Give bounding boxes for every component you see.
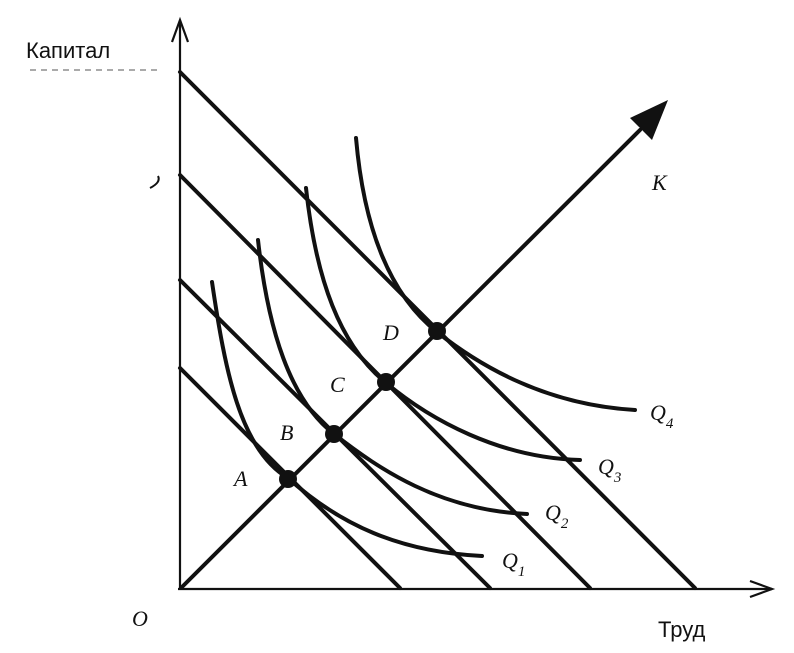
point-c-label: C <box>330 372 345 397</box>
expansion-path-label: K <box>651 170 668 195</box>
origin-label: O <box>132 606 148 631</box>
point-d-label: D <box>382 320 399 345</box>
scan-mark <box>149 175 160 189</box>
x-axis-arrow <box>749 579 776 599</box>
isoquant-label-q1: Q1 <box>502 548 525 580</box>
y-axis-arrow <box>170 16 190 43</box>
point-a-label: A <box>232 466 248 491</box>
point-d-dot <box>428 322 446 340</box>
expansion-path-line <box>180 128 642 589</box>
y-axis-label: Капитал <box>26 38 110 63</box>
isoquant-label-q4: Q4 <box>650 400 674 432</box>
isoquant-label-q3: Q3 <box>598 454 621 486</box>
point-c-dot <box>377 373 395 391</box>
isoquant-label-q2: Q2 <box>545 500 569 532</box>
point-b-label: B <box>280 420 293 445</box>
expansion-path-arrowhead <box>630 100 668 140</box>
point-b-dot <box>325 425 343 443</box>
x-axis-label: Труд <box>658 617 705 642</box>
point-a-dot <box>279 470 297 488</box>
